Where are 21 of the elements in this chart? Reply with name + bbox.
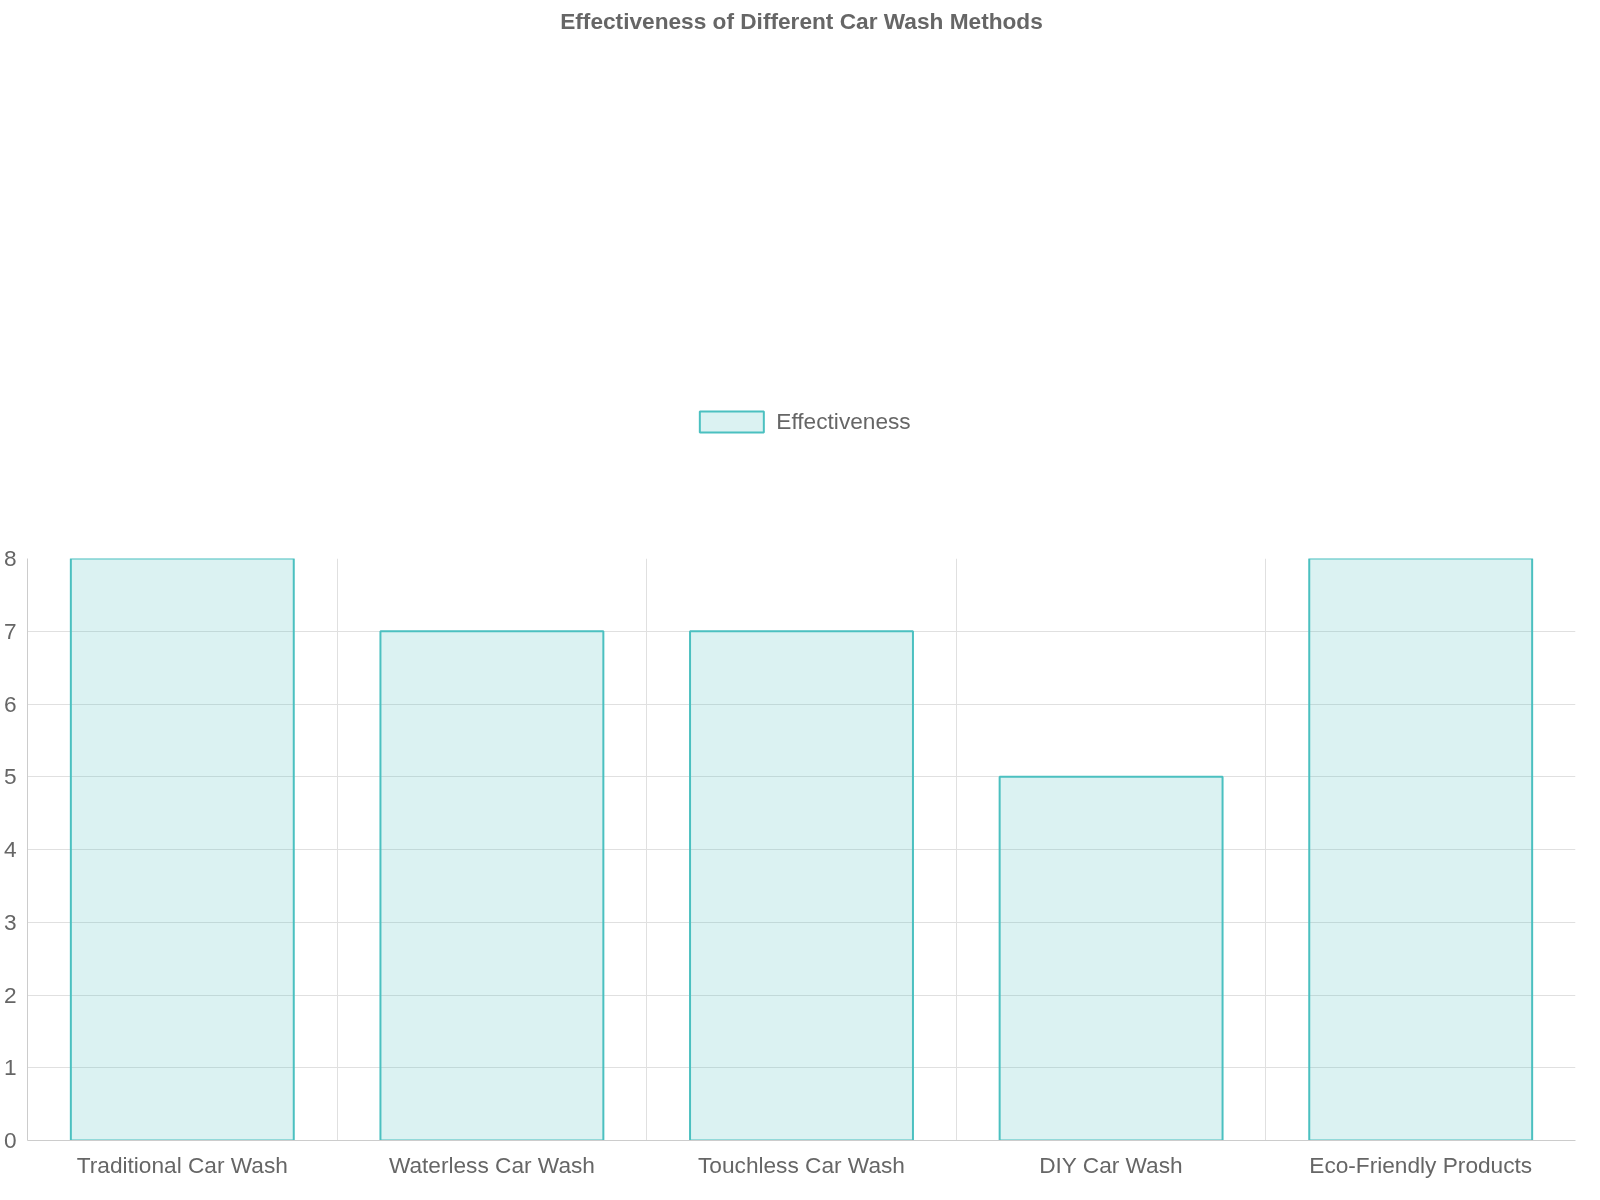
y-tick-label: 3 [3, 908, 17, 935]
x-tick-label: Eco-Friendly Products [1309, 1151, 1533, 1178]
y-tick-label: 4 [3, 836, 17, 862]
bar [379, 630, 605, 1141]
y-tick-label: 1 [3, 1054, 17, 1081]
y-tick-label: 6 [3, 690, 17, 717]
x-tick-label: Waterless Car Wash [388, 1151, 595, 1178]
bar [689, 630, 914, 1141]
bar [1308, 558, 1534, 1141]
x-tick-label: DIY Car Wash [1039, 1151, 1183, 1178]
y-tick-label: 0 [3, 1127, 17, 1153]
chart-title: Effectiveness of Different Car Wash Methods [560, 7, 1043, 34]
x-tick-label: Touchless Car Wash [698, 1151, 905, 1178]
x-tick-label: Traditional Car Wash [76, 1151, 288, 1178]
y-tick-label: 7 [3, 617, 17, 644]
y-tick-label: 2 [3, 981, 17, 1008]
y-tick-label: 8 [3, 545, 17, 571]
bar [998, 775, 1224, 1141]
legend-label: Effectiveness [776, 407, 911, 435]
bar [69, 558, 295, 1141]
y-tick-label: 5 [3, 763, 17, 790]
